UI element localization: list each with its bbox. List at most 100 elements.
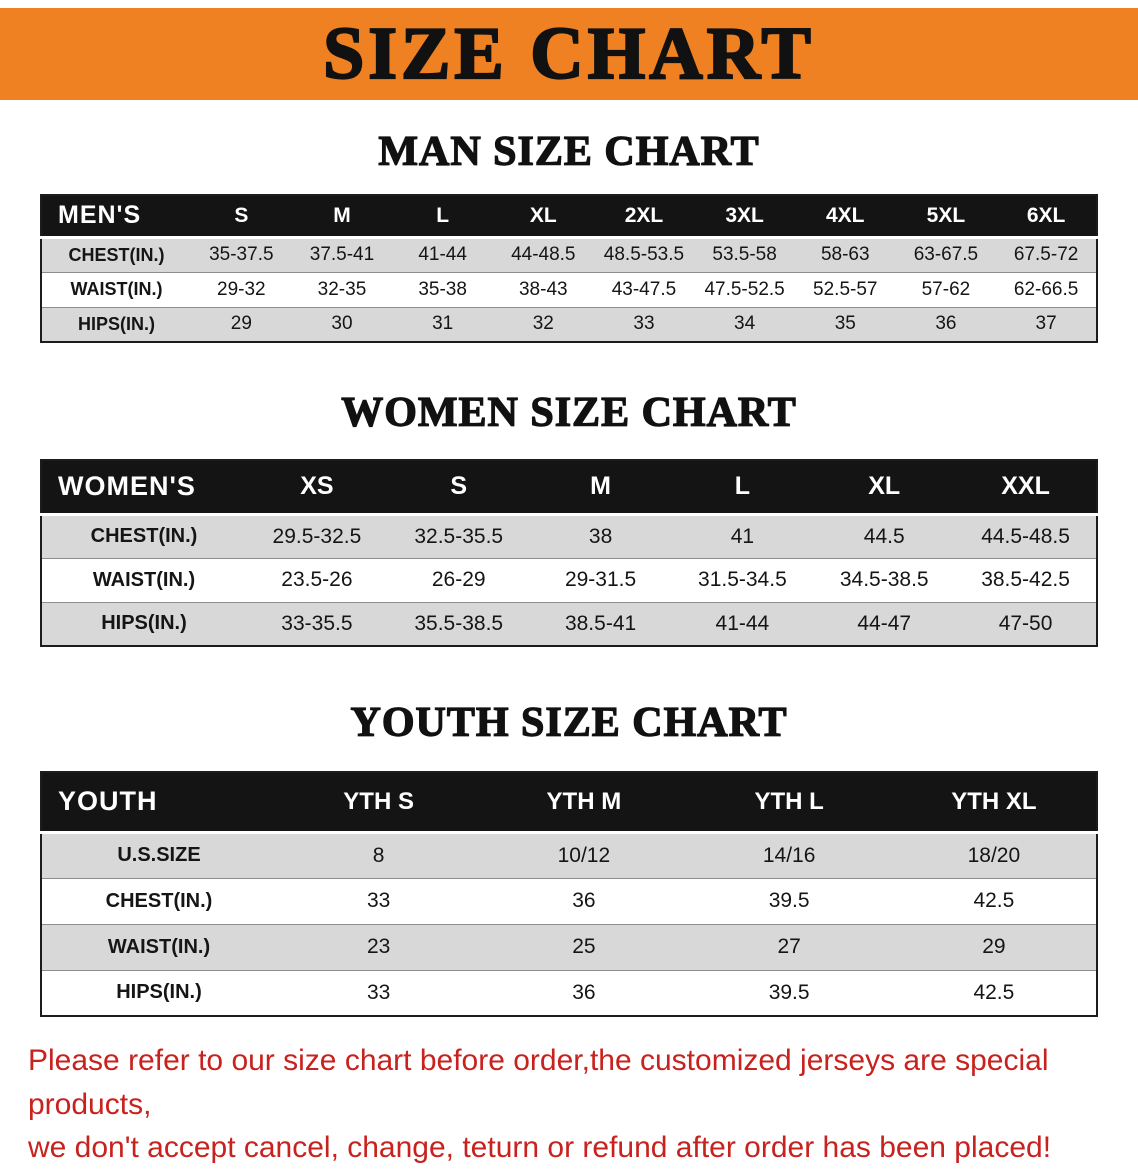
size-value: 44.5-48.5 xyxy=(981,524,1070,548)
men-table-row: WAIST(IN.) 29-32 32-35 35-38 38-43 43-47.5 47.… xyxy=(41,272,1097,307)
men-size-table-wrap: MEN'S S M L XL 2XL 3XL 4XL 5XL 6XL CHEST(IN.) 35-37… xyxy=(40,194,1098,343)
row-label: WAIST(IN.) xyxy=(70,279,163,299)
youth-table-row: CHEST(IN.) 33 36 39.5 42.5 xyxy=(41,878,1097,924)
size-value: 36 xyxy=(572,980,596,1004)
disclaimer-line-2: we don't accept cancel, change, teturn o… xyxy=(28,1131,1052,1164)
size-value: 29-32 xyxy=(217,278,266,300)
row-label: HIPS(IN.) xyxy=(116,981,202,1004)
size-value: 52.5-57 xyxy=(813,278,878,300)
women-column-header: XL xyxy=(813,460,956,516)
size-value: 63-67.5 xyxy=(913,244,979,265)
men-header-row: MEN'S S M L XL 2XL 3XL 4XL 5XL 6XL xyxy=(41,195,1097,239)
size-value: 33-35.5 xyxy=(281,611,353,635)
youth-column-header: YTH L xyxy=(686,772,892,834)
disclaimer: Please refer to our size chart before or… xyxy=(0,1039,1138,1170)
size-value: 39.5 xyxy=(768,980,810,1004)
size-value: 29.5-32.5 xyxy=(272,524,362,548)
size-value: 37 xyxy=(1035,313,1057,335)
men-column-header: 4XL xyxy=(794,195,896,239)
size-value: 53.5-58 xyxy=(712,244,777,265)
size-value: 33 xyxy=(633,313,655,335)
men-column-header: 6XL xyxy=(996,195,1097,239)
size-value: 32-35 xyxy=(317,278,367,300)
size-value: 36 xyxy=(572,889,596,912)
women-table-row: WAIST(IN.) 23.5-26 26-29 29-31.5 31.5-34.5 34… xyxy=(41,558,1097,602)
size-value: 36 xyxy=(935,313,957,335)
size-value: 42.5 xyxy=(973,889,1015,912)
row-label: U.S.SIZE xyxy=(117,844,201,866)
size-value: 35-38 xyxy=(418,278,467,300)
youth-column-header: YTH M xyxy=(481,772,687,834)
size-value: 29-31.5 xyxy=(564,568,637,591)
women-header-row: WOMEN'S XS S M L XL XXL xyxy=(41,460,1097,516)
row-label: WAIST(IN.) xyxy=(92,568,196,591)
size-value: 57-62 xyxy=(921,278,971,300)
youth-size-section: YOUTH SIZE CHART YOUTH YTH S YTH M YTH L YTH… xyxy=(0,699,1138,1017)
women-column-header: XS xyxy=(246,460,388,516)
size-value: 48.5-53.5 xyxy=(603,244,685,265)
size-value: 34 xyxy=(734,313,756,335)
size-value: 38 xyxy=(588,524,613,548)
men-table-title: MEN'S xyxy=(41,195,191,239)
women-section-heading: WOMEN SIZE CHART xyxy=(341,389,797,436)
row-label: HIPS(IN.) xyxy=(77,313,155,334)
size-value: 38-43 xyxy=(518,278,568,300)
size-value: 35-37.5 xyxy=(209,244,274,265)
size-value: 23 xyxy=(366,935,391,958)
men-column-header: 2XL xyxy=(593,195,695,239)
size-value: 29 xyxy=(230,313,252,335)
size-value: 41-44 xyxy=(418,244,467,265)
youth-column-header: YTH S xyxy=(276,772,482,834)
women-column-header: L xyxy=(671,460,814,516)
size-value: 25 xyxy=(572,935,596,958)
size-value: 47.5-52.5 xyxy=(704,278,785,300)
size-value: 27 xyxy=(777,935,801,958)
size-value: 31 xyxy=(432,313,454,335)
youth-size-table-wrap: YOUTH YTH S YTH M YTH L YTH XL U.S.SIZE 8 10/12… xyxy=(40,771,1098,1017)
size-value: 26-29 xyxy=(431,568,486,591)
size-value: 8 xyxy=(372,843,385,867)
women-size-table: WOMEN'S XS S M L XL XXL CHEST(IN.) 29.5-32.5 32.5… xyxy=(40,459,1098,647)
size-value: 32.5-35.5 xyxy=(414,524,504,548)
row-label: HIPS(IN.) xyxy=(101,612,187,635)
men-column-header: 5XL xyxy=(895,195,997,239)
size-value: 38.5-42.5 xyxy=(981,568,1070,591)
men-table-row: HIPS(IN.) 29 30 31 32 33 34 35 36 37 xyxy=(41,307,1097,342)
size-value: 23.5-26 xyxy=(281,568,353,591)
size-value: 47-50 xyxy=(998,611,1053,635)
size-value: 41-44 xyxy=(715,611,770,635)
size-value: 67.5-72 xyxy=(1013,244,1079,265)
row-label: CHEST(IN.) xyxy=(68,244,165,265)
women-column-header: M xyxy=(529,460,672,516)
size-value: 39.5 xyxy=(768,889,810,912)
size-value: 44-47 xyxy=(857,611,912,635)
youth-section-heading: YOUTH SIZE CHART xyxy=(350,699,788,746)
men-column-header: L xyxy=(392,195,493,239)
size-value: 14/16 xyxy=(762,843,816,867)
youth-table-row: WAIST(IN.) 23 25 27 29 xyxy=(41,924,1097,970)
youth-size-table: YOUTH YTH S YTH M YTH L YTH XL U.S.SIZE 8 10/12… xyxy=(40,771,1098,1017)
size-value: 44.5 xyxy=(863,524,905,548)
men-column-header: 3XL xyxy=(694,195,795,239)
size-value: 41 xyxy=(730,524,755,548)
size-chart-banner: SIZE CHART xyxy=(0,8,1138,100)
size-value: 44-48.5 xyxy=(511,244,576,265)
size-value: 43-47.5 xyxy=(611,278,677,300)
women-table-title: WOMEN'S xyxy=(41,460,246,516)
men-column-header: XL xyxy=(492,195,594,239)
row-label: WAIST(IN.) xyxy=(107,935,211,958)
size-value: 37.5-41 xyxy=(309,244,375,265)
size-value: 42.5 xyxy=(973,980,1015,1004)
women-column-header: XXL xyxy=(955,460,1097,516)
size-value: 31.5-34.5 xyxy=(698,568,787,591)
youth-table-row: HIPS(IN.) 33 36 39.5 42.5 xyxy=(41,970,1097,1016)
men-size-table: MEN'S S M L XL 2XL 3XL 4XL 5XL 6XL CHEST(IN.) 35-37… xyxy=(40,194,1098,343)
row-label: CHEST(IN.) xyxy=(105,889,213,912)
women-size-section: WOMEN SIZE CHART WOMEN'S XS S M L XL XXL CHEST(… xyxy=(0,389,1138,647)
men-section-heading: MAN SIZE CHART xyxy=(378,128,760,175)
women-table-row: HIPS(IN.) 33-35.5 35.5-38.5 38.5-41 41-44 44-… xyxy=(41,602,1097,646)
size-value: 30 xyxy=(331,313,353,335)
women-table-row: CHEST(IN.) 29.5-32.5 32.5-35.5 38 41 44.5 44.5… xyxy=(41,514,1097,558)
youth-table-row: U.S.SIZE 8 10/12 14/16 18/20 xyxy=(41,832,1097,878)
size-value: 35 xyxy=(834,313,856,335)
